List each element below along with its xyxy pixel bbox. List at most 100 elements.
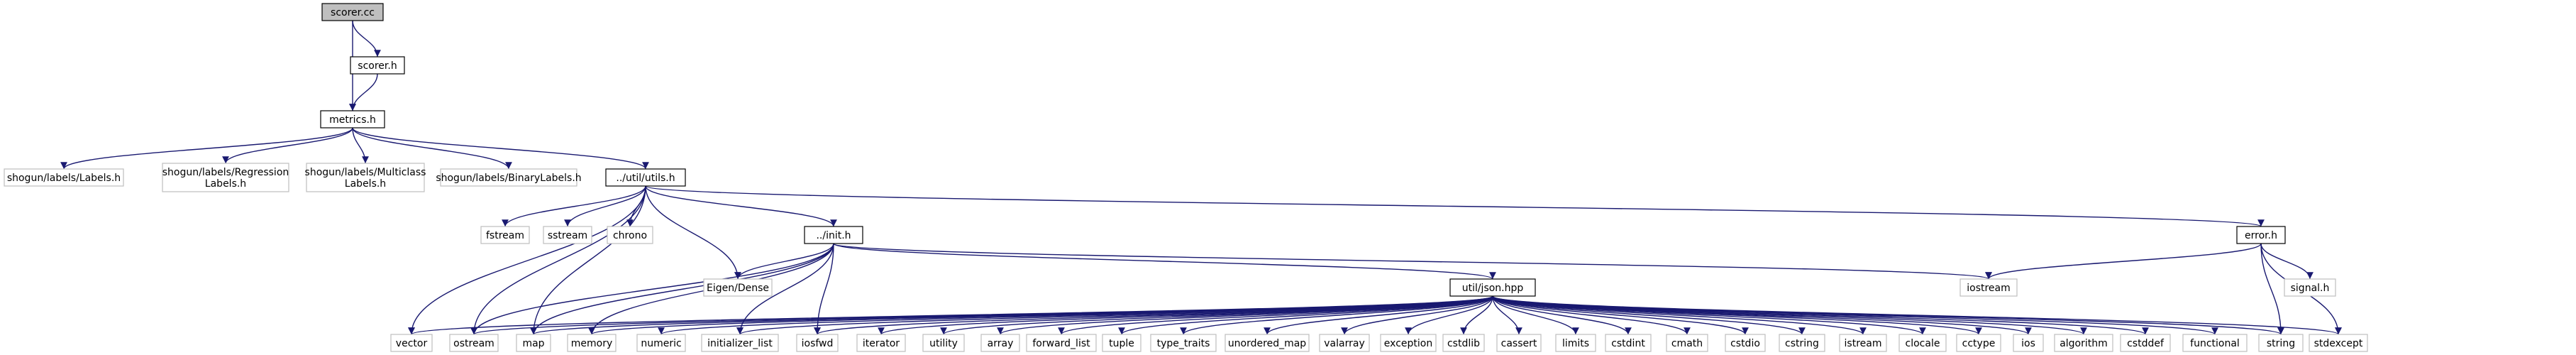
edge-metrics_h-to-utils_h xyxy=(352,127,649,170)
node-box xyxy=(306,163,425,192)
node-box xyxy=(480,226,530,244)
node-ostream: ostream xyxy=(449,334,499,352)
node-box xyxy=(567,334,617,352)
node-label: shogun/labels/Multiclass xyxy=(305,167,426,178)
node-label: cstddef xyxy=(2127,338,2165,349)
node-label: cassert xyxy=(1501,338,1537,349)
node-box xyxy=(4,168,124,187)
node-iostream: iostream xyxy=(1959,278,2018,297)
node-label: iostream xyxy=(1967,283,2011,294)
node-box xyxy=(804,226,863,244)
edge-scorer_cc-to-scorer_h xyxy=(352,20,381,58)
node-algorithm: algorithm xyxy=(2054,334,2113,352)
edge-init_h-to-ostream xyxy=(470,243,834,335)
edge-json_hpp-to-functional xyxy=(1492,295,2218,335)
node-exception: exception xyxy=(1380,334,1437,352)
node-box xyxy=(1779,334,1825,352)
node-array: array xyxy=(980,334,1020,352)
node-stdexcept: stdexcept xyxy=(2309,334,2368,352)
node-box xyxy=(1725,334,1766,352)
edge-utils_h-to-init_h xyxy=(645,185,837,227)
node-utility: utility xyxy=(922,334,965,352)
node-cstddef: cstddef xyxy=(2120,334,2171,352)
node-box xyxy=(1449,278,1536,297)
node-scorer-cc[interactable]: scorer.cc xyxy=(321,3,384,21)
edge-init_h-to-json_hpp xyxy=(833,243,1496,280)
node-label: algorithm xyxy=(2060,338,2108,349)
node-label: stdexcept xyxy=(2314,338,2363,349)
node-label: cstdio xyxy=(1730,338,1760,349)
edge-json_hpp-to-forward_list xyxy=(1058,295,1493,335)
node-label: iterator xyxy=(863,338,900,349)
edge-scorer_h-to-metrics_h xyxy=(349,73,378,111)
node-box xyxy=(449,334,499,352)
node-label: limits xyxy=(1562,338,1589,349)
node-label: numeric xyxy=(641,338,681,349)
node-label: util/json.hpp xyxy=(1462,283,1524,294)
node-box xyxy=(162,163,289,192)
node-box xyxy=(390,334,433,352)
edge-utils_h-to-map xyxy=(530,185,646,335)
edge-init_h-to-iostream xyxy=(833,243,1992,280)
node-fstream: fstream xyxy=(480,226,530,244)
node-box xyxy=(1442,334,1485,352)
node-functional: functional xyxy=(2182,334,2248,352)
node-label: Labels.h xyxy=(205,178,246,190)
node-label: map xyxy=(522,338,544,349)
edge-json_hpp-to-map xyxy=(530,295,1493,335)
node-label: cmath xyxy=(1671,338,1703,349)
node-error-h[interactable]: error.h xyxy=(2236,226,2286,244)
node-box xyxy=(543,226,592,244)
node-box xyxy=(1898,334,1947,352)
node-unordered-map: unordered_map xyxy=(1225,334,1310,352)
node-label: string xyxy=(2267,338,2295,349)
node-utils-h[interactable]: ../util/utils.h xyxy=(605,168,686,187)
edge-json_hpp-to-unordered_map xyxy=(1264,295,1493,335)
edge-utils_h-to-fstream xyxy=(502,185,646,227)
edge-metrics_h-to-multiclass_h xyxy=(352,127,369,164)
edge-utils_h-to-error_h xyxy=(645,185,2265,227)
node-metrics-h[interactable]: metrics.h xyxy=(320,110,385,129)
edge-json_hpp-to-exception xyxy=(1405,295,1493,335)
edge-init_h-to-eigen xyxy=(734,243,834,280)
node-init-h[interactable]: ../init.h xyxy=(804,226,863,244)
node-type-traits: type_traits xyxy=(1150,334,1217,352)
node-label: cstring xyxy=(1785,338,1819,349)
node-label: ../init.h xyxy=(816,230,851,241)
edge-json_hpp-to-cstdint xyxy=(1492,295,1632,335)
node-label: Labels.h xyxy=(345,178,386,190)
node-label: shogun/labels/BinaryLabels.h xyxy=(436,173,581,184)
node-label: signal.h xyxy=(2291,283,2330,294)
node-box xyxy=(1959,278,2018,297)
node-json-hpp[interactable]: util/json.hpp xyxy=(1449,278,1536,297)
node-box xyxy=(980,334,1020,352)
node-box xyxy=(1956,334,2001,352)
node-box xyxy=(1319,334,1370,352)
node-label: scorer.h xyxy=(358,60,397,72)
edge-json_hpp-to-cstring xyxy=(1492,295,1806,335)
node-label: clocale xyxy=(1906,338,1940,349)
node-label: error.h xyxy=(2245,230,2277,241)
node-forward-list: forward_list xyxy=(1026,334,1097,352)
node-label: fstream xyxy=(486,230,524,241)
node-label: tuple xyxy=(1109,338,1134,349)
node-box xyxy=(2013,334,2044,352)
node-scorer-h[interactable]: scorer.h xyxy=(350,56,405,75)
edge-error_h-to-iostream xyxy=(1985,243,2262,280)
node-label: iosfwd xyxy=(802,338,834,349)
node-memory: memory xyxy=(567,334,617,352)
node-box xyxy=(350,56,405,75)
node-box xyxy=(2284,278,2336,297)
node-signal-h: signal.h xyxy=(2284,278,2336,297)
node-box xyxy=(1026,334,1097,352)
node-label: chrono xyxy=(613,230,647,241)
node-label: unordered_map xyxy=(1228,338,1306,349)
node-label: utility xyxy=(929,338,958,349)
node-cstdlib: cstdlib xyxy=(1442,334,1485,352)
node-cmath: cmath xyxy=(1666,334,1708,352)
node-box xyxy=(440,168,577,187)
node-cstring: cstring xyxy=(1779,334,1825,352)
node-box xyxy=(1555,334,1596,352)
